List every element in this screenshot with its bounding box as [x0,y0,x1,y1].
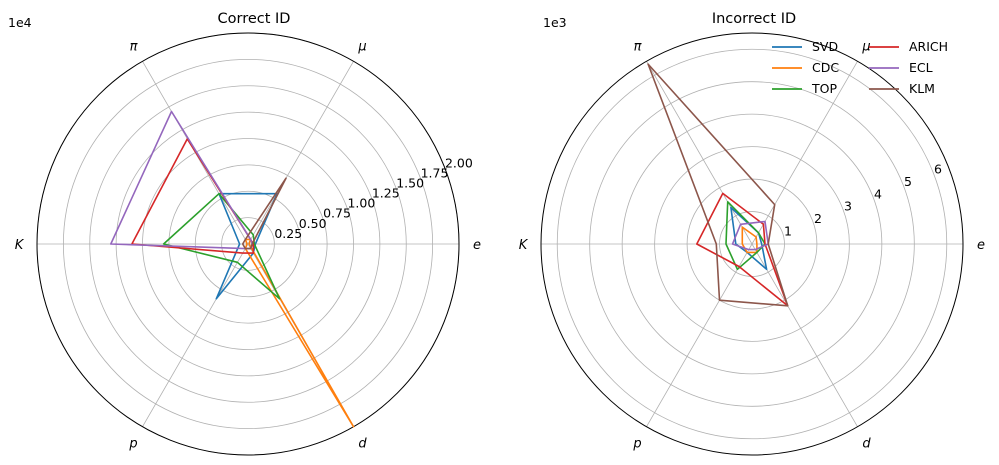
category-label: μ [357,40,366,55]
radar-panel-incorrect-id: Incorrect ID 1e3 1 2 3 4 5 6 e μ π Kp d SVD CDC TOP AR… [519,11,985,456]
scale-label: 1e4 [8,15,32,30]
grid-spoke [646,61,753,245]
category-label: p [128,436,137,451]
series-line-klm [241,177,287,250]
radial-tick-label: 1.00 [347,196,375,211]
radial-tick-label: 0.75 [323,206,351,221]
category-label: π [130,40,138,55]
chart-title: Correct ID [218,11,291,27]
category-label: p [632,436,641,451]
grid-spoke [646,243,753,427]
radial-tick-label: 0.50 [299,216,327,231]
legend-label: ECL [909,60,933,75]
radial-tick-label: 1.50 [396,175,424,190]
radial-tick-label: 5 [904,174,912,189]
grid-spoke [751,61,858,245]
category-label: K [519,238,529,253]
category-label: d [862,436,871,451]
radial-tick-label: 6 [934,161,942,176]
legend-label: KLM [909,81,935,96]
series-line-top [725,201,766,271]
category-label: μ [861,40,870,55]
series-line-ecl [731,220,769,251]
legend-label: TOP [811,81,837,96]
category-label: π [634,40,642,55]
category-label: d [358,436,367,451]
category-label: e [977,238,985,253]
grid-spoke [142,243,249,427]
radial-tick-label: 1.25 [372,186,400,201]
radial-tick-label: 1.75 [421,165,449,180]
radial-tick-label: 2.00 [445,155,473,170]
legend-label: CDC [812,60,839,75]
radial-tick-label: 2 [814,211,822,226]
radial-tick-label: 3 [844,199,852,214]
radial-tick-label: 0.25 [274,226,302,241]
legend-label: SVD [812,39,838,54]
polar-frame [540,32,964,456]
chart-title: Incorrect ID [712,11,796,27]
grid-spoke [751,243,858,427]
radial-tick-label: 4 [874,186,882,201]
grid-spoke [247,61,354,245]
series-line-klm [647,63,789,307]
category-label: K [15,238,25,253]
series-line-cdc [244,238,355,428]
legend-label: ARICH [909,39,948,54]
series-line-top [162,192,281,300]
radial-tick-label: 1 [784,224,792,239]
scale-label: 1e3 [543,15,567,30]
polar-frame [36,32,460,456]
category-label: e [473,238,481,253]
radar-panel-correct-id: Correct ID 1e4 0.250.500.751.001.251.501… [8,11,481,456]
